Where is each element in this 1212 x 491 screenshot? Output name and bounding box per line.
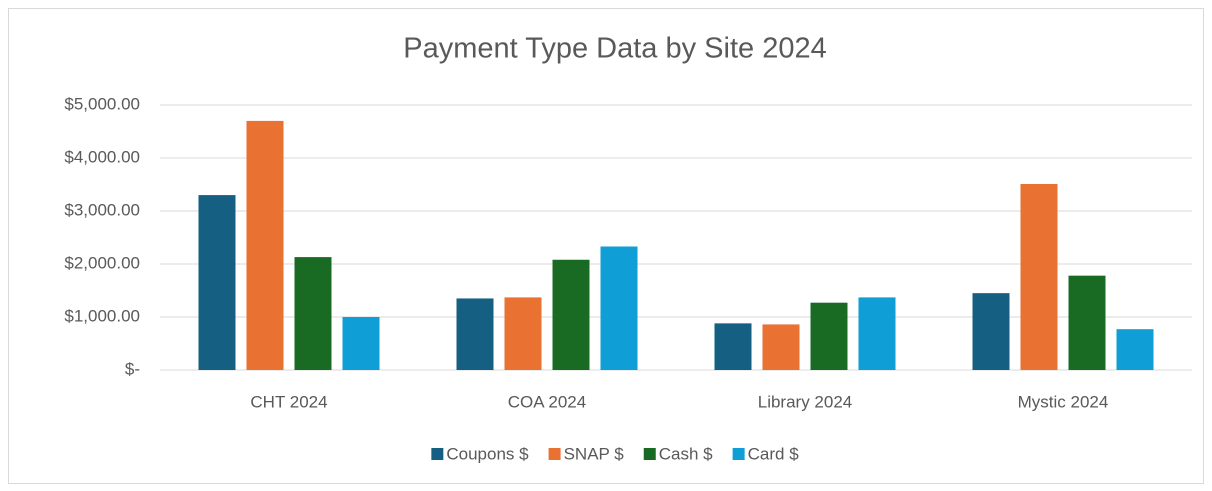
bar [1116,329,1154,370]
x-tick-label: CHT 2024 [250,392,327,411]
legend-swatch [732,448,745,460]
bar [504,297,542,370]
y-tick-label: $2,000.00 [64,253,140,272]
y-tick-label: $5,000.00 [64,94,140,113]
y-tick-label: $1,000.00 [64,306,140,325]
bar [810,302,848,370]
y-tick-label: $4,000.00 [64,147,140,166]
legend-swatch [431,448,444,460]
y-tick-label: $3,000.00 [64,200,140,219]
legend-swatch [548,448,561,460]
legend-label: Coupons $ [446,444,529,463]
legend-swatch [643,448,656,460]
bar [552,259,590,370]
bar [294,257,332,370]
x-tick-label: COA 2024 [508,392,586,411]
bar [858,297,896,370]
bar [198,195,236,370]
bar [246,120,284,371]
x-tick-label: Library 2024 [758,392,853,411]
bar [972,293,1010,370]
bar [600,246,638,370]
x-tick-label: Mystic 2024 [1018,392,1109,411]
y-tick-label: $- [125,359,140,378]
bar [1068,275,1106,370]
bar [762,324,800,370]
chart-title: Payment Type Data by Site 2024 [403,33,826,65]
bar [1020,183,1058,370]
legend-label: Cash $ [659,444,713,463]
bar [456,298,494,370]
legend-label: SNAP $ [564,444,625,463]
legend-label: Card $ [748,444,800,463]
bar [342,317,380,370]
bar [714,323,752,370]
